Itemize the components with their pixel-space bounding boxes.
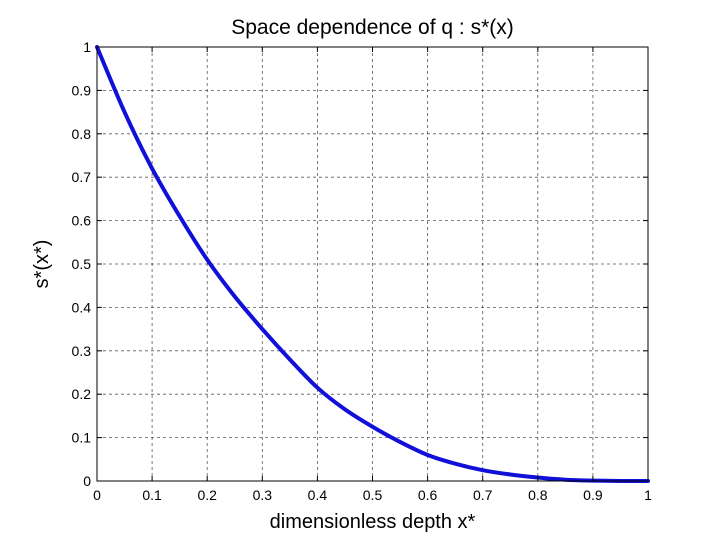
y-tick-label: 0.2 bbox=[72, 386, 92, 402]
data-point bbox=[205, 258, 209, 262]
ticks: 0 0.1 0.2 0.3 0.4 0.5 0.6 0.7 0.8 0.9 1 0 0.1 0.2 0.3 0… bbox=[72, 39, 653, 503]
y-tick-label: 0.3 bbox=[72, 343, 92, 359]
x-tick-label: 0.3 bbox=[253, 487, 273, 503]
y-tick-label: 0.7 bbox=[72, 169, 92, 185]
data-point bbox=[563, 478, 567, 482]
data-point bbox=[508, 472, 512, 476]
series-layer bbox=[95, 45, 650, 484]
x-axis-title: dimensionless depth x* bbox=[270, 511, 476, 533]
data-point bbox=[233, 295, 237, 299]
y-tick-label: 0.4 bbox=[72, 299, 92, 315]
data-point bbox=[260, 327, 264, 331]
data-point bbox=[178, 214, 182, 218]
x-tick-label: 0.2 bbox=[197, 487, 217, 503]
data-point bbox=[123, 110, 127, 114]
data-point bbox=[371, 425, 374, 429]
x-tick-label: 0 bbox=[93, 487, 101, 503]
y-axis-title: s*(x*) bbox=[31, 240, 53, 289]
grid bbox=[97, 47, 648, 481]
data-point bbox=[453, 462, 457, 466]
data-point bbox=[315, 386, 319, 390]
chart-title: Space dependence of q : s*(x) bbox=[231, 16, 514, 39]
y-tick-label: 0.9 bbox=[72, 82, 92, 98]
x-tick-label: 0.1 bbox=[142, 487, 162, 503]
y-tick-label: 1 bbox=[83, 39, 91, 55]
x-tick-label: 0.5 bbox=[363, 487, 383, 503]
x-tick-label: 0.6 bbox=[418, 487, 438, 503]
y-tick-label: 0.6 bbox=[72, 213, 92, 229]
data-point bbox=[398, 440, 402, 444]
data-point bbox=[343, 407, 347, 411]
x-tick-label: 0.9 bbox=[583, 487, 603, 503]
x-tick-label: 0.8 bbox=[528, 487, 548, 503]
x-tick-label: 0.4 bbox=[308, 487, 328, 503]
data-point bbox=[426, 453, 430, 457]
y-tick-label: 0.5 bbox=[72, 256, 92, 272]
data-point bbox=[150, 167, 154, 171]
y-tick-label: 0.1 bbox=[72, 430, 92, 446]
y-tick-label: 0.8 bbox=[72, 126, 92, 142]
x-tick-label: 0.7 bbox=[473, 487, 493, 503]
y-tick-label: 0 bbox=[83, 473, 91, 489]
data-point bbox=[481, 468, 485, 472]
data-point bbox=[288, 357, 292, 361]
x-tick-label: 1 bbox=[644, 487, 652, 503]
